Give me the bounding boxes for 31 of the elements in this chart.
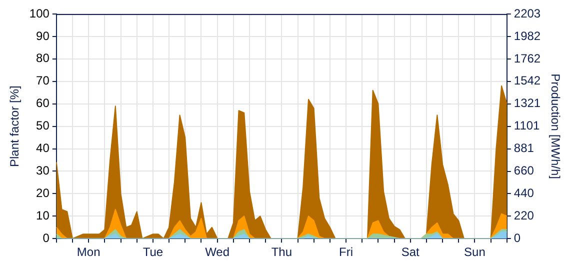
- y2-tick-label: 1101: [514, 118, 540, 133]
- y2-tick-label: 0: [514, 230, 521, 245]
- y-tick-label: 60: [36, 96, 50, 110]
- y-axis-title: Plant factor [%]: [8, 86, 22, 167]
- x-tick-label: Sat: [401, 245, 420, 260]
- y2-tick-label: 1542: [514, 74, 541, 88]
- y2-axis-title: Production [MWh/h]: [548, 74, 562, 179]
- y2-tick-label: 440: [514, 186, 534, 200]
- x-tick-label: Mon: [76, 245, 100, 260]
- x-tick-label: Sun: [464, 245, 486, 260]
- y2-tick-label: 881: [514, 141, 534, 156]
- y2-tick-label: 660: [514, 164, 534, 178]
- y-tick-label: 30: [36, 164, 50, 178]
- y2-tick-label: 2203: [514, 6, 541, 20]
- y-tick-label: 100: [29, 6, 50, 20]
- y2-tick-label: 1321: [514, 96, 541, 110]
- y-tick-label: 40: [36, 141, 50, 156]
- y2-tick-label: 1982: [514, 28, 541, 43]
- x-tick-label: Wed: [205, 245, 230, 260]
- y2-tick-label: 1762: [514, 51, 541, 66]
- x-tick-label: Tue: [142, 245, 164, 260]
- y-tick-label: 0: [42, 230, 50, 245]
- y-tick-label: 70: [36, 74, 50, 88]
- y-tick-label: 10: [36, 208, 50, 222]
- y-tick-label: 20: [36, 186, 50, 200]
- y-tick-label: 90: [36, 28, 50, 43]
- x-tick-label: Thu: [271, 245, 292, 260]
- x-tick-label: Fri: [339, 245, 354, 260]
- y2-tick-label: 220: [514, 208, 534, 222]
- y-tick-label: 80: [36, 51, 50, 66]
- y-tick-label: 50: [36, 118, 50, 133]
